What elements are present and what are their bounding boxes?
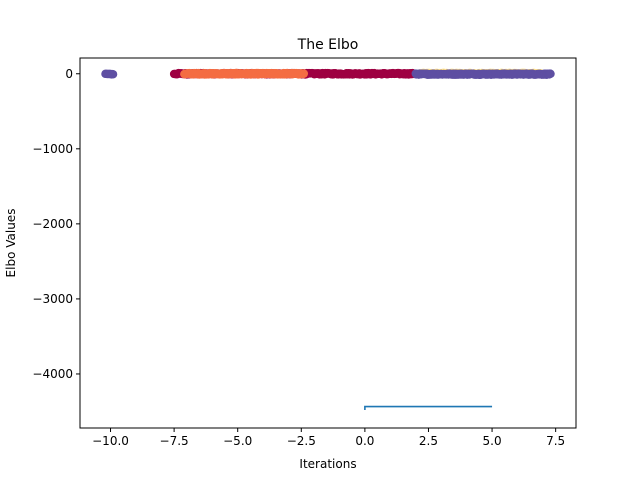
y-tick-label: −2000 — [32, 217, 73, 231]
x-tick-label: 5.0 — [483, 434, 502, 448]
y-axis-label: Elbo Values — [4, 209, 18, 278]
y-axis: 0 −1000 −2000 −3000 −4000 — [32, 67, 80, 381]
y-tick-label: −1000 — [32, 142, 73, 156]
y-tick-label: −4000 — [32, 367, 73, 381]
x-tick-label: −7.5 — [160, 434, 189, 448]
x-tick-label: 0.0 — [355, 434, 374, 448]
line-series — [364, 405, 493, 410]
scatter-point — [546, 69, 555, 79]
chart-title: The Elbo — [297, 37, 359, 53]
plot-area-frame — [79, 57, 577, 429]
x-tick-label: −5.0 — [223, 434, 252, 448]
x-tick-label: 2.5 — [419, 434, 438, 448]
x-axis-label: Iterations — [299, 457, 356, 471]
scatter-point — [299, 69, 309, 78]
chart-marks — [101, 68, 555, 410]
x-tick-label: −10.0 — [92, 434, 129, 448]
scatter-point — [108, 70, 118, 79]
scatter-series-2 — [180, 68, 309, 79]
x-tick-label: 7.5 — [546, 434, 565, 448]
scatter-series-4 — [101, 69, 118, 79]
y-tick-label: −3000 — [32, 292, 73, 306]
scatter-series-3 — [411, 69, 555, 79]
x-axis: −10.0 −7.5 −5.0 −2.5 0.0 2.5 5.0 7.5 — [92, 428, 565, 448]
y-tick-label: 0 — [65, 67, 73, 81]
x-tick-label: −2.5 — [287, 434, 316, 448]
